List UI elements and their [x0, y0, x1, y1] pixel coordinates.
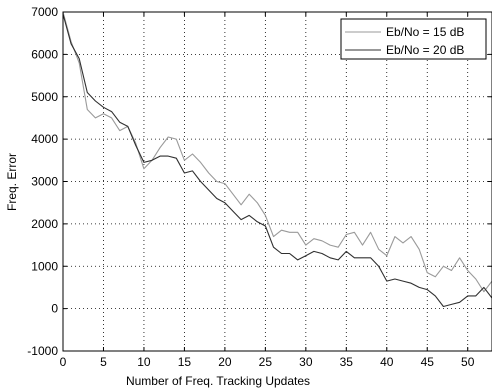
axis-ticks [62, 11, 492, 352]
legend-label-eb-no-20: Eb/No = 20 dB [386, 43, 464, 57]
y-tick-label: 0 [51, 302, 58, 316]
y-tick-labels: -1000 0 1000 2000 3000 4000 5000 6000 7000 [27, 5, 58, 358]
x-tick-label: 40 [380, 355, 394, 369]
x-tick-label: 20 [218, 355, 232, 369]
x-tick-label: 10 [137, 355, 151, 369]
legend-label-eb-no-15: Eb/No = 15 dB [386, 25, 464, 39]
x-tick-label: 15 [178, 355, 192, 369]
series-line-eb-no-15 [62, 11, 492, 293]
series-lines [62, 11, 492, 308]
x-tick-label: 50 [461, 355, 475, 369]
x-axis-label: Number of Freq. Tracking Updates [126, 374, 310, 388]
y-tick-label: 2000 [31, 217, 58, 231]
x-tick-label: 25 [259, 355, 273, 369]
y-axis-label: Freq. Error [5, 153, 19, 211]
y-tick-label: 7000 [31, 5, 58, 19]
x-tick-label: 45 [421, 355, 435, 369]
y-tick-label: 5000 [31, 90, 58, 104]
x-tick-label: 35 [340, 355, 354, 369]
y-tick-label: 3000 [31, 175, 58, 189]
y-tick-label: 6000 [31, 47, 58, 61]
x-tick-label: 5 [100, 355, 107, 369]
legend: Eb/No = 15 dB Eb/No = 20 dB [340, 18, 487, 60]
x-tick-label: 0 [60, 355, 67, 369]
legend-box [340, 18, 487, 60]
y-tick-label: -1000 [27, 344, 58, 358]
plot-area [63, 12, 492, 351]
y-tick-label: 4000 [31, 132, 58, 146]
series-line-eb-no-20 [62, 13, 492, 308]
x-tick-label: 30 [299, 355, 313, 369]
x-tick-labels: 0 5 10 15 20 25 30 35 40 45 50 [60, 355, 475, 369]
y-tick-label: 1000 [31, 259, 58, 273]
